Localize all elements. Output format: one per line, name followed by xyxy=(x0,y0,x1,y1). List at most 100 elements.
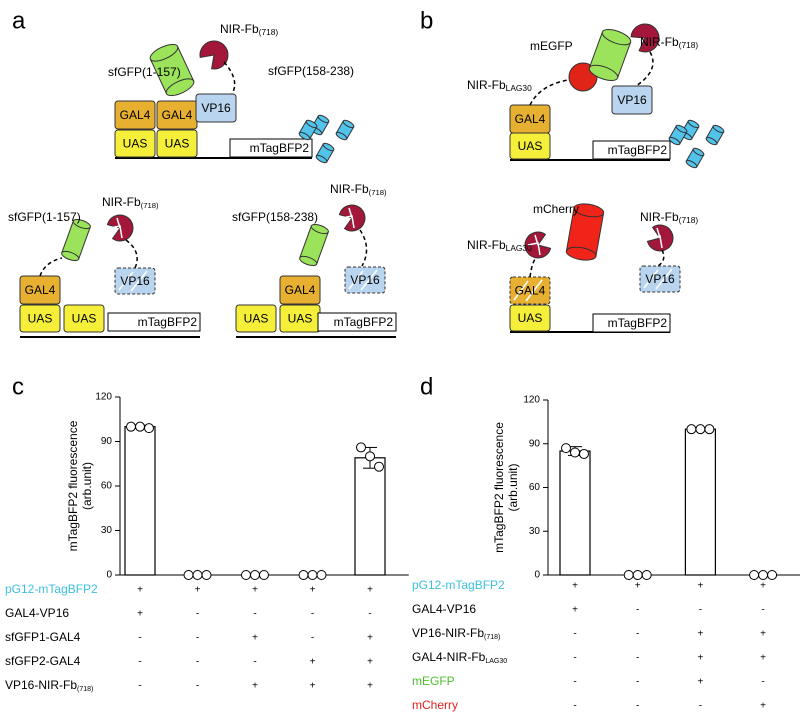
barrel xyxy=(565,203,605,261)
condition-label: sfGFP1-GAL4 xyxy=(5,630,81,644)
label: mTagBFP2 xyxy=(608,316,668,330)
label: sfGFP(1-157) xyxy=(8,210,81,224)
barrel-top xyxy=(573,203,605,218)
barrel xyxy=(335,119,355,141)
condition-label: pG12-mTagBFP2 xyxy=(5,582,98,596)
condition-name: pG12-mTagBFP2 xyxy=(5,582,98,596)
barrel xyxy=(315,142,335,164)
condition-mark: + xyxy=(760,701,766,712)
barrel-bottom xyxy=(61,250,80,262)
reporter-box xyxy=(107,312,201,332)
label: GAL4 xyxy=(120,108,151,122)
data-point xyxy=(632,570,643,580)
y-tick-label: 60 xyxy=(101,481,113,492)
condition-mark: + xyxy=(367,585,373,596)
barrel-top xyxy=(322,142,335,152)
bar xyxy=(559,450,591,576)
label: VP16 xyxy=(201,101,231,115)
y-axis-label: mTagBFP2 fluorescence xyxy=(66,420,80,551)
condition-mark: - xyxy=(573,701,576,712)
data-point xyxy=(259,570,269,580)
data-point xyxy=(695,424,706,435)
barrel-top xyxy=(305,119,318,129)
label-base: NIR-Fb xyxy=(330,182,369,196)
label: sfGFP(1-157) xyxy=(108,65,181,79)
box xyxy=(114,129,156,158)
label-sub: LAG30 xyxy=(506,243,532,253)
barrel-top xyxy=(310,223,329,235)
y-tick-label: 0 xyxy=(534,570,540,581)
label: UAS xyxy=(72,312,97,326)
label: mTagBFP2 xyxy=(334,315,394,329)
reporter-box xyxy=(592,313,671,333)
label: NIR-Fb(718) xyxy=(102,195,159,210)
label: NIR-Fb(718) xyxy=(640,35,698,50)
condition-mark: - xyxy=(636,701,639,712)
box xyxy=(509,304,551,332)
panel-label: c xyxy=(12,373,24,400)
disrupt xyxy=(643,268,673,290)
condition-mark: + xyxy=(367,681,373,692)
linker xyxy=(125,239,138,269)
data-point xyxy=(241,570,251,580)
condition-mark: + xyxy=(760,581,766,592)
disrupt xyxy=(341,207,355,229)
data-point xyxy=(767,570,778,580)
label: VP16 xyxy=(350,273,380,287)
label: VP16 xyxy=(617,93,647,107)
barrel-bottom xyxy=(298,131,311,141)
data-point xyxy=(579,448,589,459)
label: VP16 xyxy=(645,272,675,286)
data-point xyxy=(126,421,136,432)
disrupt xyxy=(118,270,148,292)
barrel-bottom xyxy=(165,78,195,97)
linker xyxy=(529,257,537,278)
panel-label: d xyxy=(420,373,433,400)
data-point xyxy=(641,570,652,580)
data-point xyxy=(135,421,145,432)
bar xyxy=(684,428,717,576)
condition-mark: - xyxy=(636,629,639,640)
barrel-top xyxy=(687,119,700,129)
label-base: NIR-Fb xyxy=(467,78,506,92)
linker xyxy=(359,229,368,267)
label-sub: (718) xyxy=(141,201,159,210)
box xyxy=(63,304,105,333)
barrel-bottom xyxy=(315,154,328,164)
label: UAS xyxy=(518,139,543,153)
condition-label: VP16-NIR-Fb(718) xyxy=(5,678,93,693)
condition-mark: - xyxy=(573,653,576,664)
condition-mark: - xyxy=(573,677,576,688)
condition-mark: - xyxy=(699,701,702,712)
reporter-box xyxy=(592,140,671,160)
condition-label: VP16-NIR-Fb(718) xyxy=(412,626,500,641)
linker xyxy=(653,249,665,269)
condition-mark: + xyxy=(310,681,316,692)
condition-label: sfGFP2-GAL4 xyxy=(5,654,81,668)
y-tick-label: 30 xyxy=(101,525,113,536)
disrupt xyxy=(513,279,543,302)
nanobody xyxy=(199,40,229,70)
barrel-top xyxy=(601,29,632,46)
label-sub: (718) xyxy=(679,215,699,225)
box xyxy=(235,304,277,333)
data-point xyxy=(298,570,309,580)
condition-name: sfGFP1-GAL4 xyxy=(5,630,81,644)
label: GAL4 xyxy=(25,283,56,297)
barrel xyxy=(61,218,91,262)
condition-name: VP16-NIR-Fb xyxy=(5,678,77,692)
label: mTagBFP2 xyxy=(138,315,198,329)
data-point xyxy=(704,424,715,435)
condition-mark: - xyxy=(636,653,639,664)
condition-mark: - xyxy=(196,609,199,620)
condition-sub: LAG30 xyxy=(485,658,507,665)
condition-mark: + xyxy=(697,629,703,640)
label-base: NIR-Fb xyxy=(467,238,506,252)
y-axis-label: (arb.unit) xyxy=(80,462,94,510)
label: UAS xyxy=(244,312,269,326)
y-tick-label: 30 xyxy=(529,526,541,537)
condition-mark: + xyxy=(697,581,703,592)
condition-name: VP16-NIR-Fb xyxy=(412,626,484,640)
condition-mark: - xyxy=(196,633,199,644)
condition-mark: - xyxy=(636,605,639,616)
